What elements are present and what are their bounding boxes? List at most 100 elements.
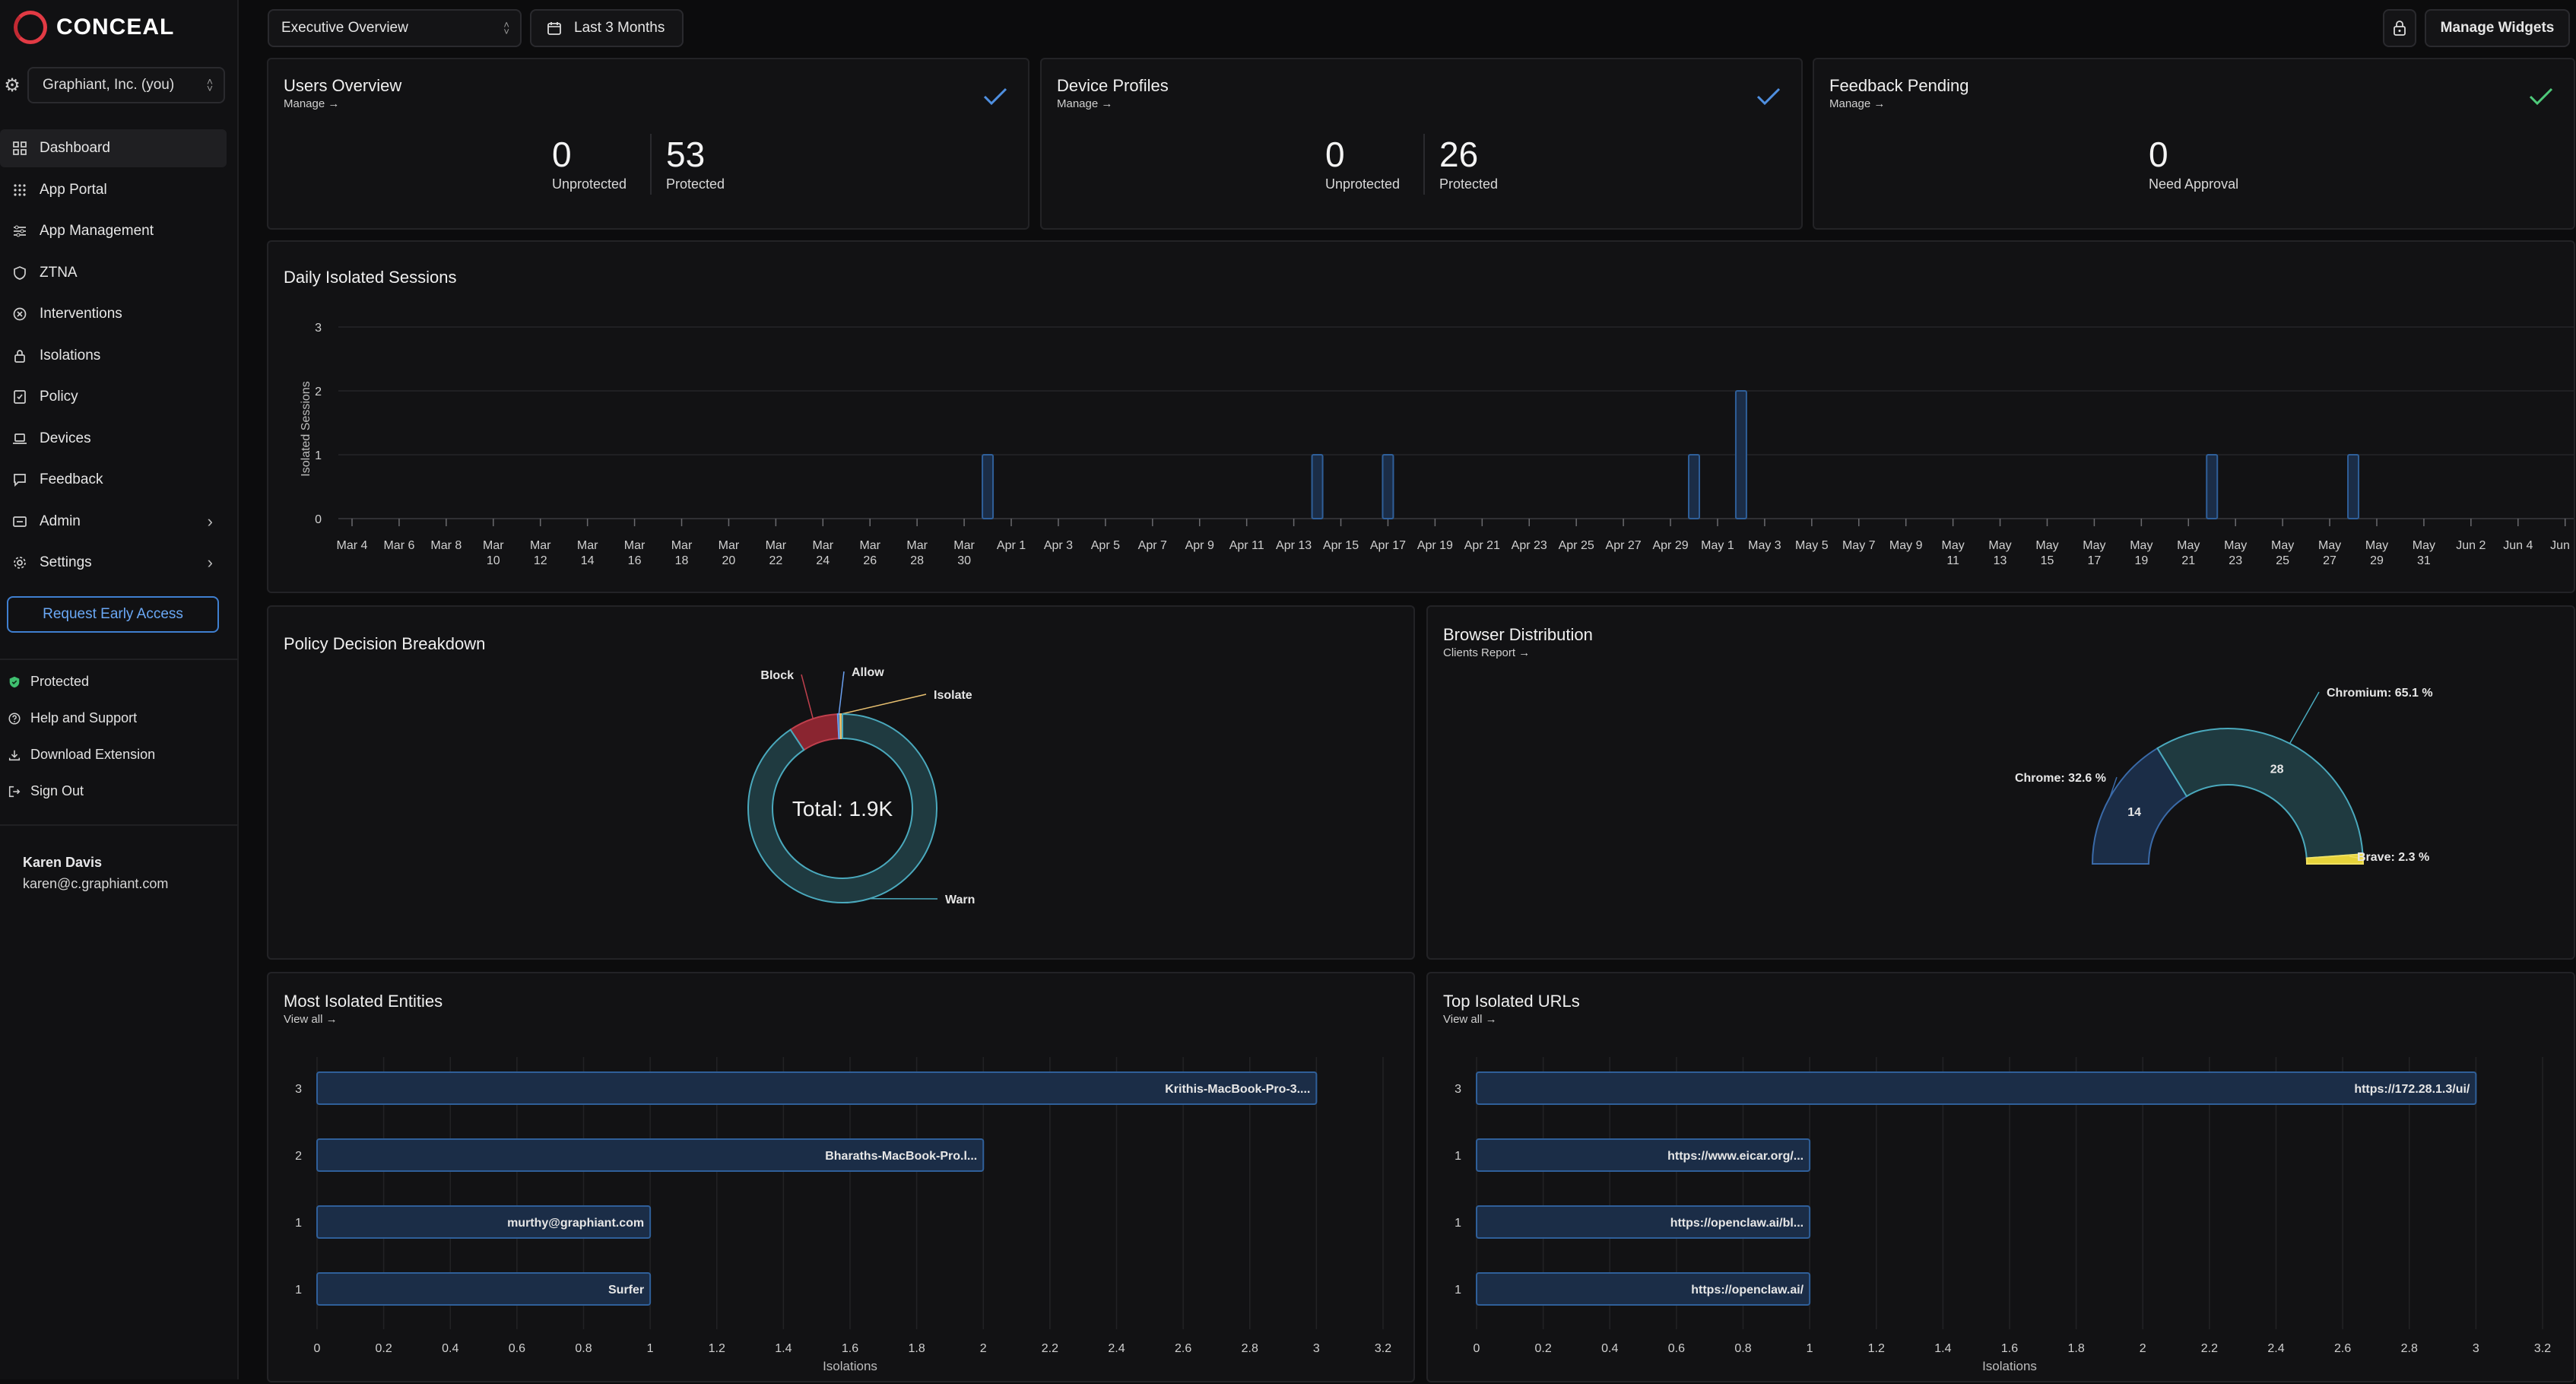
sidebar-item-admin[interactable]: Admin› xyxy=(0,503,227,541)
footer-item-label: Help and Support xyxy=(30,710,137,726)
view-select[interactable]: Executive Overview ˄˅ xyxy=(268,9,522,47)
sidebar-item-label: Devices xyxy=(40,430,91,447)
users-overview-card: Users Overview Manage → 0 Unprotected 53… xyxy=(267,58,1029,230)
sidebar-item-isolations[interactable]: Isolations xyxy=(0,337,227,375)
x-tick-label: 3 xyxy=(1313,1342,1320,1355)
bar-value-label: 1 xyxy=(1455,1150,1461,1163)
x-tick-label: Jun 2 xyxy=(2456,539,2486,552)
leader-line xyxy=(2290,692,2319,744)
sidebar-item-interventions[interactable]: Interventions xyxy=(0,295,227,333)
x-tick-label: Mar xyxy=(624,539,646,552)
download-icon xyxy=(8,748,21,762)
x-tick-label: May 5 xyxy=(1795,539,1829,552)
stat-unprotected: 0 Unprotected xyxy=(552,134,627,192)
x-tick-label: 3.2 xyxy=(1375,1342,1391,1355)
org-name: Graphiant, Inc. (you) xyxy=(43,77,174,94)
x-tick-label: Mar xyxy=(671,539,693,552)
x-tick-label: Apr 19 xyxy=(1417,539,1453,552)
slice-label: Isolate xyxy=(934,689,972,702)
x-tick-label: 1 xyxy=(1807,1342,1813,1355)
manage-link[interactable]: Manage → xyxy=(1057,97,1112,110)
sidebar-item-settings[interactable]: Settings› xyxy=(0,544,227,582)
x-tick-label: 1.6 xyxy=(842,1342,858,1355)
x-tick-label: 17 xyxy=(2088,554,2102,567)
x-tick-label: Apr 7 xyxy=(1138,539,1167,552)
x-tick-label: 25 xyxy=(2276,554,2289,567)
x-tick-label: 0 xyxy=(1474,1342,1480,1355)
footer-item-sign-out[interactable]: Sign Out xyxy=(8,783,84,799)
chevron-right-icon: › xyxy=(208,512,213,532)
sidebar-item-devices[interactable]: Devices xyxy=(0,420,227,458)
bar-category-label: Krithis-MacBook-Pro-3.... xyxy=(1165,1083,1310,1096)
x-tick-label: 0.2 xyxy=(376,1342,392,1355)
org-select[interactable]: Graphiant, Inc. (you) ˄˅ xyxy=(27,67,225,103)
bar-value-label: 1 xyxy=(1455,1217,1461,1230)
sidebar-item-app-management[interactable]: App Management xyxy=(0,212,227,250)
stat-need-approval: 0 Need Approval xyxy=(2149,134,2238,192)
stat-label: Unprotected xyxy=(1325,176,1400,192)
donut-center-label: Total: 1.9K xyxy=(792,797,893,821)
x-tick-label: 1.4 xyxy=(1934,1342,1951,1355)
request-early-access-button[interactable]: Request Early Access xyxy=(7,596,219,633)
x-tick-label: 1.4 xyxy=(775,1342,792,1355)
manage-widgets-button[interactable]: Manage Widgets xyxy=(2425,9,2570,47)
slice-label: Allow xyxy=(852,666,884,679)
footer-item-help-and-support[interactable]: Help and Support xyxy=(8,710,137,726)
footer-item-download-extension[interactable]: Download Extension xyxy=(8,747,155,763)
x-tick-label: 1.2 xyxy=(1868,1342,1885,1355)
x-tick-label: Apr 17 xyxy=(1370,539,1406,552)
sidebar-item-feedback[interactable]: Feedback xyxy=(0,461,227,499)
sidebar-item-label: Interventions xyxy=(40,306,122,322)
x-tick-label: May 1 xyxy=(1701,539,1734,552)
x-tick-label: May xyxy=(1942,539,1965,552)
updown-chevron-icon: ˄˅ xyxy=(207,78,213,92)
stat-label: Protected xyxy=(666,176,725,192)
sidebar-item-ztna[interactable]: ZTNA xyxy=(0,254,227,292)
x-tick-label: Mar xyxy=(719,539,740,552)
manage-link[interactable]: Manage → xyxy=(284,97,339,110)
manage-link[interactable]: Manage → xyxy=(1829,97,1885,110)
check-icon xyxy=(1756,87,1781,106)
x-tick-label: 2.6 xyxy=(1175,1342,1191,1355)
x-tick-label: 30 xyxy=(957,554,971,567)
session-bar xyxy=(1689,455,1699,519)
card-title: Users Overview xyxy=(284,76,401,96)
session-bar xyxy=(982,455,993,519)
x-tick-label: Apr 21 xyxy=(1464,539,1500,552)
laptop-icon xyxy=(12,431,27,446)
gauge-value-label: 14 xyxy=(2127,806,2141,819)
lock-layout-button[interactable] xyxy=(2383,9,2416,47)
footer-item-protected: Protected xyxy=(8,674,89,690)
sidebar-item-policy[interactable]: Policy xyxy=(0,378,227,416)
leader-line xyxy=(839,671,844,714)
conceal-logo[interactable]: CONCEAL xyxy=(14,11,174,44)
sidebar-item-dashboard[interactable]: Dashboard xyxy=(0,129,227,167)
x-tick-label: 2.4 xyxy=(1108,1342,1125,1355)
x-tick-label: Mar xyxy=(953,539,975,552)
x-tick-label: May xyxy=(2318,539,2341,552)
footer-item-label: Protected xyxy=(30,674,89,690)
x-tick-label: 3 xyxy=(2473,1342,2479,1355)
x-axis-label: Isolations xyxy=(1982,1359,2037,1373)
stat-value: 0 xyxy=(2149,134,2238,175)
x-tick-label: 2 xyxy=(980,1342,987,1355)
footer-item-label: Sign Out xyxy=(30,783,84,799)
calendar-icon xyxy=(547,21,562,36)
gear-icon[interactable]: ⚙ xyxy=(0,68,24,103)
x-tick-label: May xyxy=(2365,539,2388,552)
x-tick-label: May xyxy=(2035,539,2058,552)
x-tick-label: 12 xyxy=(534,554,547,567)
x-tick-label: Mar 4 xyxy=(337,539,368,552)
x-tick-label: 27 xyxy=(2323,554,2336,567)
x-tick-label: Mar 8 xyxy=(430,539,462,552)
x-tick-label: 19 xyxy=(2134,554,2148,567)
date-range-button[interactable]: Last 3 Months xyxy=(530,9,684,47)
x-tick-label: Apr 25 xyxy=(1559,539,1594,552)
sidebar-item-app-portal[interactable]: App Portal xyxy=(0,171,227,209)
x-tick-label: 0.8 xyxy=(575,1342,592,1355)
x-tick-label: 1.8 xyxy=(909,1342,925,1355)
